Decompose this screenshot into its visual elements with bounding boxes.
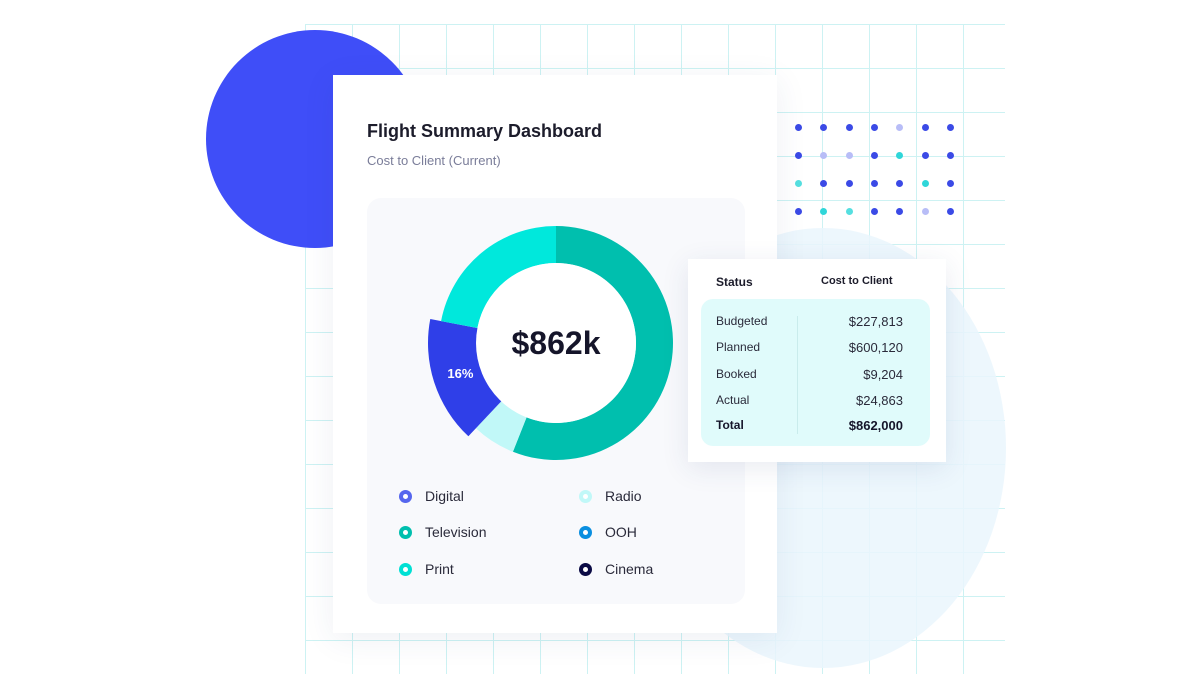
decorative-dot (795, 180, 802, 187)
decorative-dot (896, 208, 904, 215)
legend-item-cinema: Cinema (579, 561, 653, 577)
legend-label: Print (425, 561, 454, 577)
row-cost: $9,204 (863, 367, 903, 382)
decorative-dot (870, 152, 878, 159)
slice-label-digital: 16% (447, 366, 473, 381)
decorative-dot (946, 152, 954, 159)
decorative-dot (946, 208, 954, 215)
slice-television (512, 226, 673, 460)
card-subtitle: Cost to Client (Current) (367, 153, 501, 168)
cost-column-header: Cost to Client (821, 275, 893, 287)
donut-chart: 16% $862k (428, 226, 673, 460)
chart-panel: 16% $862k Digital Radio Television OOH Print C… (367, 198, 745, 604)
decorative-dot (921, 180, 929, 187)
legend-item-radio: Radio (579, 488, 642, 504)
decorative-dot (870, 124, 878, 131)
slice-radio (475, 401, 527, 452)
column-divider (797, 316, 798, 434)
row-status: Planned (716, 340, 761, 354)
row-cost: $227,813 (848, 314, 903, 329)
status-column-header: Status (716, 275, 753, 289)
decorative-dot (820, 180, 828, 187)
legend-swatch (399, 525, 412, 539)
decorative-dot (946, 180, 954, 187)
decorative-dot (795, 208, 802, 215)
decorative-dot (896, 124, 904, 131)
legend-swatch (579, 489, 592, 503)
decorative-dot (820, 152, 828, 159)
legend-item-ooh: OOH (579, 524, 637, 540)
decorative-dot (870, 180, 878, 187)
decorative-dot (820, 208, 828, 215)
donut-center-label: $862k (512, 325, 601, 361)
slice-print (441, 226, 556, 329)
decorative-dot-grid (790, 118, 970, 228)
total-cost: $862,000 (848, 418, 903, 433)
legend-label: Radio (605, 488, 642, 504)
legend-item-television: Television (399, 524, 486, 540)
total-label: Total (716, 418, 744, 432)
legend-swatch (579, 525, 592, 539)
decorative-dot (845, 180, 853, 187)
row-status: Budgeted (716, 314, 768, 328)
row-cost: $600,120 (848, 340, 903, 355)
decorative-dot (845, 208, 853, 215)
legend-label: OOH (605, 524, 637, 540)
row-status: Actual (716, 393, 750, 407)
decorative-dot (946, 124, 954, 131)
row-status: Booked (716, 367, 757, 381)
card-title: Flight Summary Dashboard (367, 121, 603, 141)
dashboard-card: Flight Summary Dashboard Cost to Client … (333, 75, 777, 633)
legend-label: Digital (425, 488, 464, 504)
donut-hole (476, 263, 636, 423)
decorative-dot (845, 124, 853, 131)
decorative-dot (845, 152, 853, 159)
legend-label: Cinema (605, 561, 654, 577)
decorative-dot (820, 124, 828, 131)
decorative-dot (896, 152, 904, 159)
status-table-body: Budgeted $227,813 Planned $600,120 Booke… (701, 299, 930, 446)
decorative-dot (870, 208, 878, 215)
decorative-dot (921, 124, 929, 131)
decorative-dot (795, 124, 802, 131)
decorative-dot (896, 180, 904, 187)
legend-item-print: Print (399, 561, 454, 577)
row-cost: $24,863 (856, 393, 903, 408)
decorative-dot (921, 208, 929, 215)
legend-swatch (579, 562, 592, 576)
legend-label: Television (425, 524, 487, 540)
status-table-card: Status Cost to Client Budgeted $227,813 … (688, 259, 946, 462)
decorative-dot (795, 152, 802, 159)
decorative-dot (921, 152, 929, 159)
slice-digital (428, 319, 507, 437)
legend-item-digital: Digital (399, 488, 464, 504)
legend-swatch (399, 489, 412, 503)
legend-swatch (399, 562, 412, 576)
